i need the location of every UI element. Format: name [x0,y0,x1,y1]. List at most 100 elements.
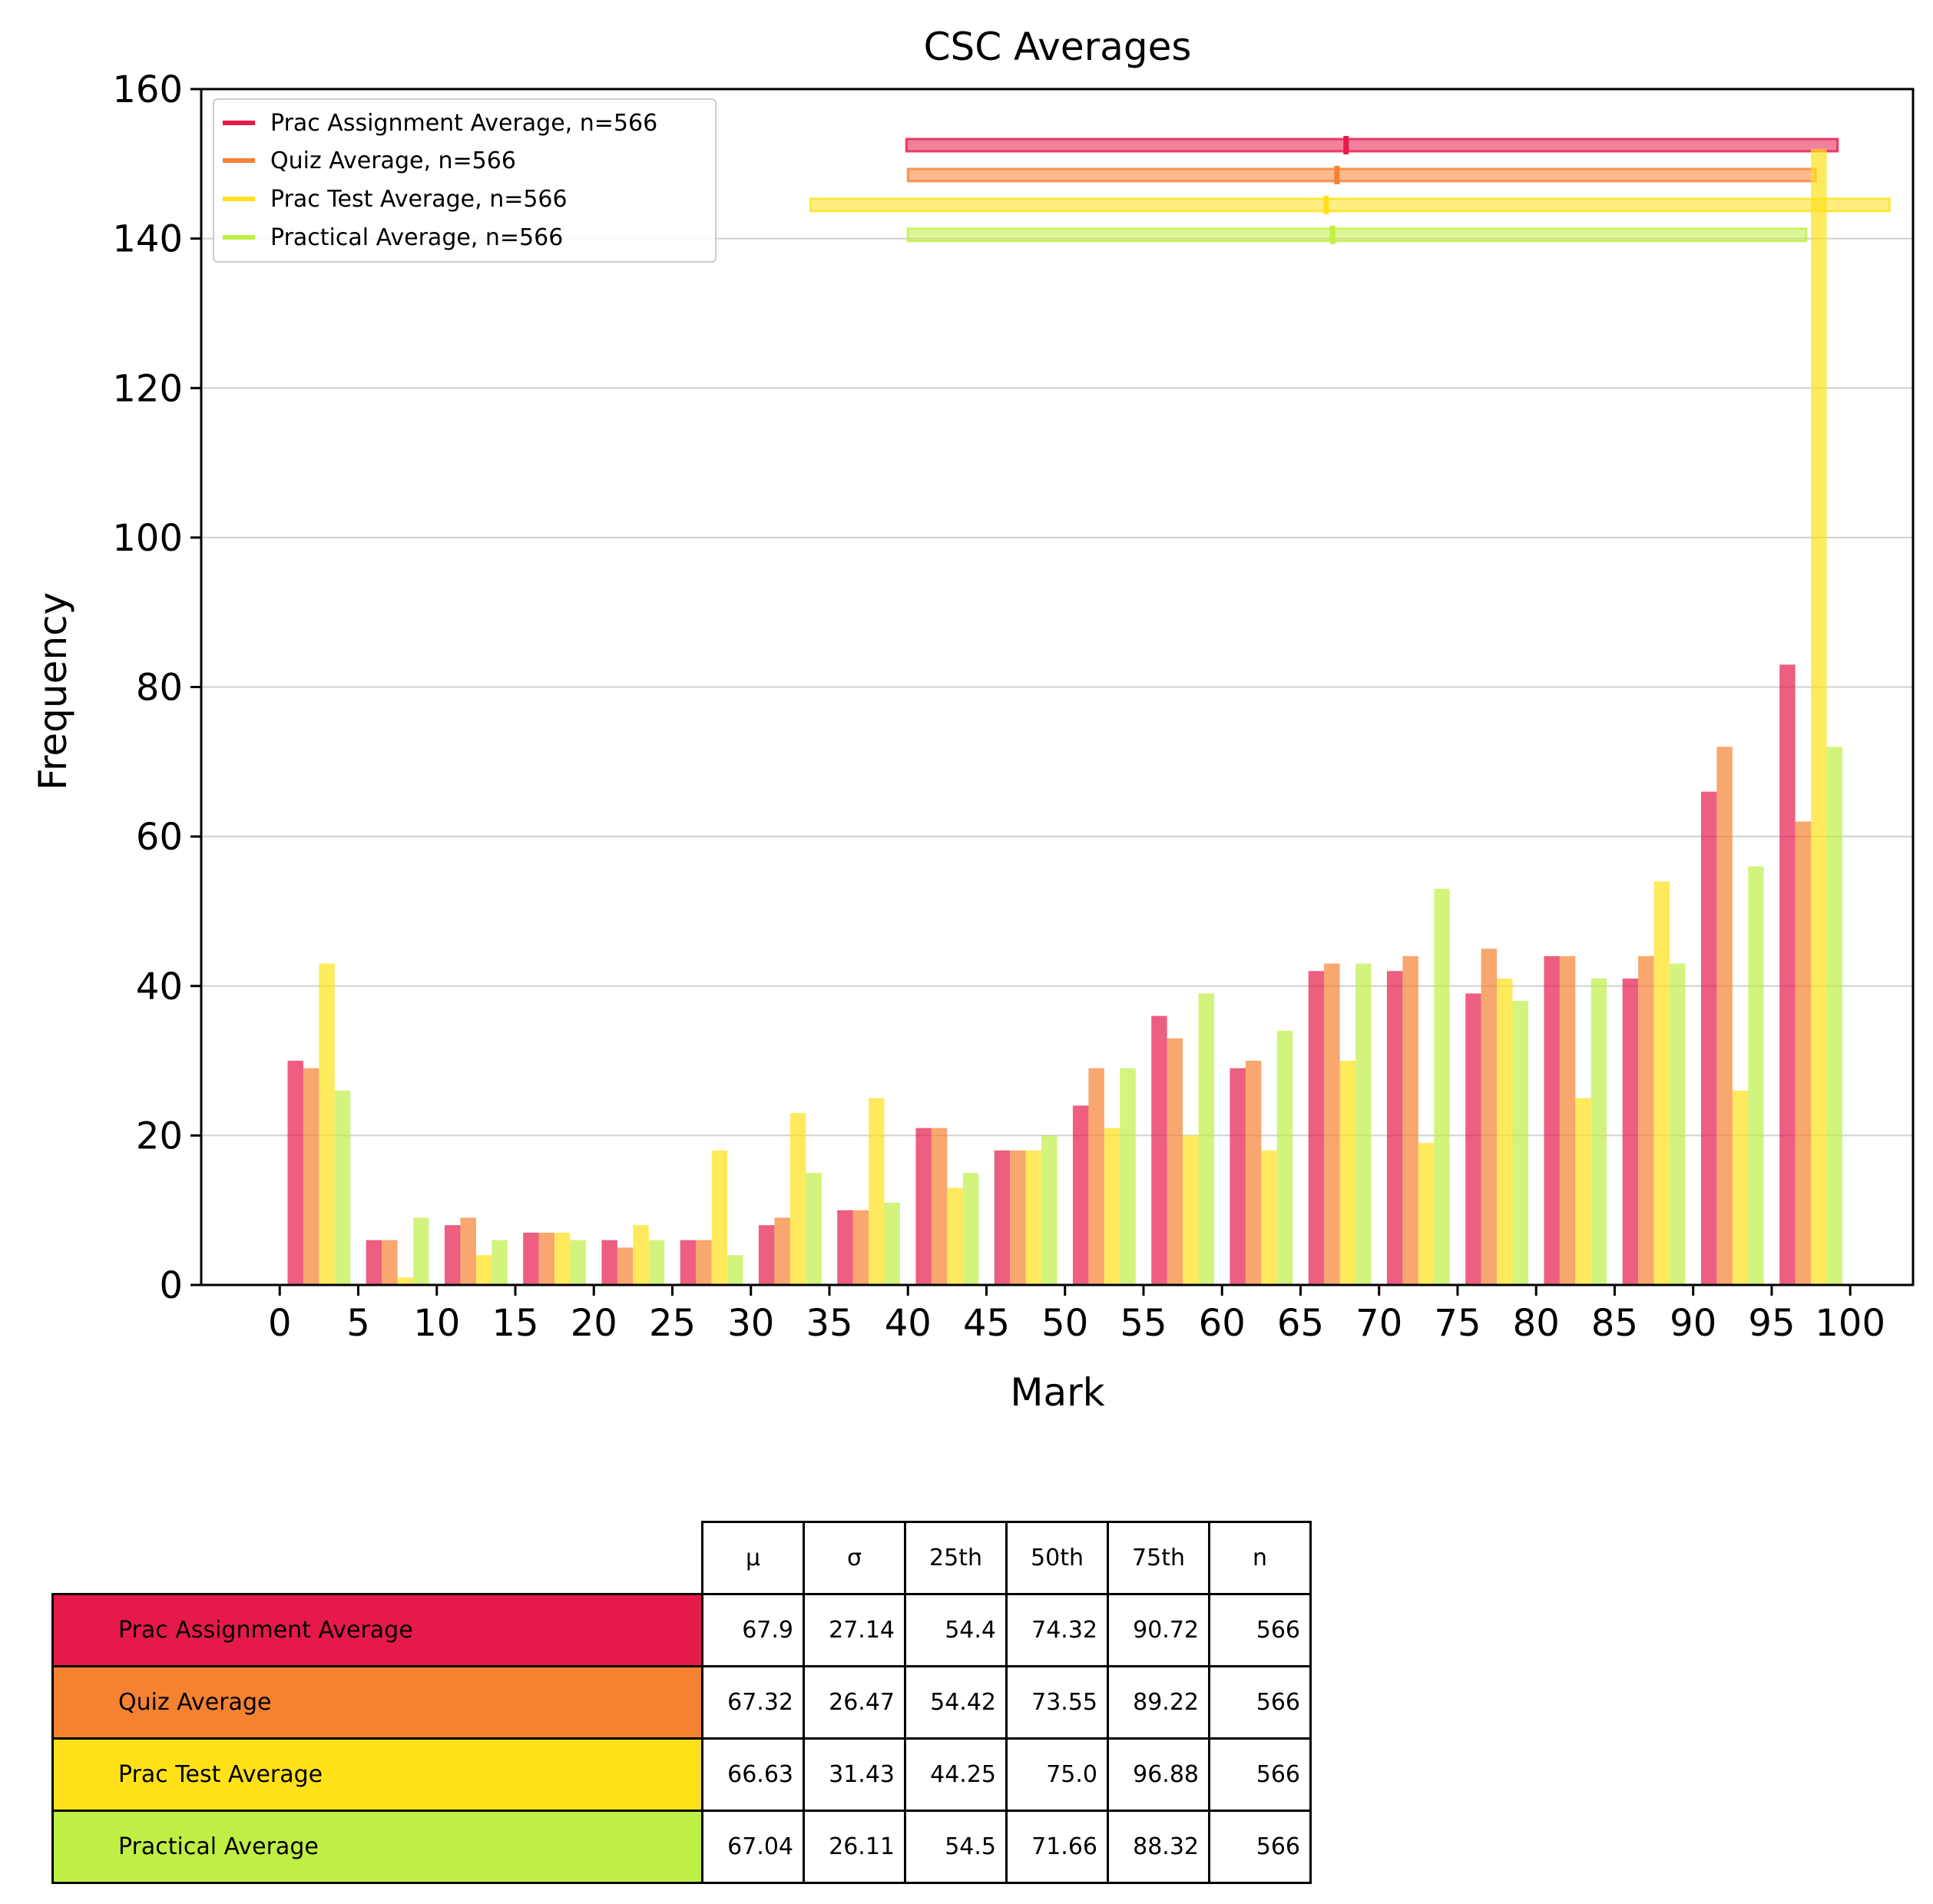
bar [1779,664,1796,1285]
stats-cell-p75: 96.88 [1107,1737,1210,1812]
legend-box [213,98,717,263]
bar [1512,1001,1528,1285]
stats-cell-sd: 31.43 [803,1737,906,1812]
histogram-chart: CSC Averages 0 20 40 60 80 100 120 140 160 0 5 10 1… [31,25,1915,1415]
x-tick-label: 30 [727,1302,774,1345]
chart-title: CSC Averages [924,25,1192,69]
range-bar [906,167,1817,183]
bar [617,1247,634,1285]
x-tick-label: 25 [649,1302,696,1345]
bar [806,1173,822,1285]
bar [884,1202,901,1285]
stats-cell-p25: 54.42 [904,1665,1008,1740]
stats-cell-sd: 26.11 [803,1810,906,1884]
bar [1072,1105,1089,1285]
stats-cell-p50: 71.66 [1005,1810,1109,1884]
bar [413,1217,429,1285]
stats-row-label: Practical Average [51,1810,703,1884]
bar [444,1225,461,1285]
bar [1418,1143,1435,1285]
bar [962,1173,979,1285]
bar [915,1127,932,1285]
x-axis-ticks: 0 5 10 15 20 25 30 35 40 45 50 55 60 65 70 75 80 85 90 95 10… [268,1285,1885,1345]
x-tick-label: 85 [1591,1302,1638,1345]
x-tick-label: 65 [1277,1302,1324,1345]
stats-header-row: μ σ 25th 50th 75th n [53,1521,1312,1595]
bar [947,1187,963,1285]
bar [1622,978,1639,1285]
bar [1088,1068,1104,1285]
legend-label-quiz: Quiz Average, n=566 [270,147,516,174]
bar [852,1210,869,1285]
bar [1434,889,1450,1285]
bar [1010,1150,1026,1285]
bar [1339,1061,1356,1285]
bar [837,1210,853,1285]
stats-cell-mean: 67.04 [701,1810,805,1884]
bar [1386,971,1403,1285]
bar [680,1240,697,1285]
bar [601,1240,617,1285]
bars [287,148,1842,1286]
bar [523,1232,539,1285]
bar [475,1255,492,1285]
bar [1481,949,1498,1285]
x-axis-label: Mark [1010,1370,1104,1415]
bar [1276,1031,1293,1285]
bar [994,1150,1011,1285]
bar [1308,971,1325,1285]
bar [1041,1135,1058,1285]
x-tick-label: 55 [1120,1302,1167,1345]
stats-row: Prac Test Average 66.63 31.43 44.25 75.0… [51,1737,1312,1812]
legend-label-practical: Practical Average, n=566 [270,224,563,251]
x-tick-label: 95 [1748,1302,1795,1345]
x-tick-label: 45 [963,1302,1010,1345]
bar [1355,963,1372,1285]
bar [1732,1090,1749,1285]
stats-row-label: Quiz Average [51,1665,703,1740]
x-tick-label: 10 [413,1302,460,1345]
stats-cell-n: 566 [1208,1737,1312,1812]
legend-label-prac-test: Prac Test Average, n=566 [270,186,568,213]
stats-row: Prac Assignment Average 67.9 27.14 54.4 … [51,1593,1312,1667]
stats-row-label: Prac Assignment Average [51,1593,703,1667]
bar [774,1217,790,1285]
bar [1638,955,1654,1285]
stats-row-label: Prac Test Average [51,1737,703,1812]
y-tick-label: 60 [136,816,183,859]
bar [648,1240,665,1285]
bar [334,1090,351,1285]
stats-cell-p75: 88.32 [1107,1810,1210,1884]
stats-cell-n: 566 [1208,1665,1312,1740]
x-tick-label: 60 [1199,1302,1246,1345]
bar [931,1127,948,1285]
x-tick-label: 80 [1513,1302,1560,1345]
range-bar [906,227,1808,243]
bar [758,1225,775,1285]
y-tick-label: 100 [112,517,183,560]
bar [1183,1135,1199,1285]
stats-cell-n: 566 [1208,1810,1312,1884]
legend-label-prac-assignment: Prac Assignment Average, n=566 [270,110,657,137]
bar [1324,963,1340,1285]
legend: Prac Assignment Average, n=566 Quiz Aver… [213,98,717,263]
x-tick-label: 35 [806,1302,852,1345]
stats-header-p50: 50th [1005,1521,1109,1595]
bar [869,1098,885,1285]
stats-cell-p50: 74.32 [1005,1593,1109,1667]
bar [711,1150,728,1285]
bar [1653,881,1670,1285]
stats-cell-p75: 90.72 [1107,1593,1210,1667]
x-tick-label: 5 [346,1302,370,1345]
x-tick-label: 100 [1815,1302,1885,1345]
bar [287,1061,303,1285]
bar [1716,747,1733,1285]
bar [1120,1068,1136,1285]
stats-row: Practical Average 67.04 26.11 54.5 71.66… [51,1810,1312,1884]
stats-header-p75: 75th [1107,1521,1210,1595]
bar [1025,1150,1042,1285]
x-tick-label: 15 [492,1302,538,1345]
x-tick-label: 75 [1434,1302,1481,1345]
stats-header-p25: 25th [904,1521,1008,1595]
bar [789,1113,806,1285]
